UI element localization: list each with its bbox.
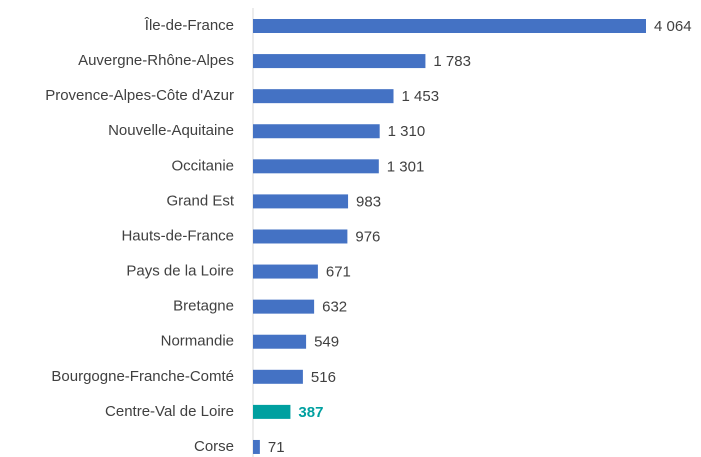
value-label: 632 <box>322 299 347 316</box>
category-label: Centre-Val de Loire <box>105 403 234 420</box>
value-label: 671 <box>326 264 351 281</box>
bar <box>253 194 349 209</box>
category-label: Provence-Alpes-Côte d'Azur <box>45 87 234 104</box>
value-label: 387 <box>298 404 323 421</box>
bar <box>253 439 260 454</box>
bar <box>253 264 318 279</box>
value-label: 1 453 <box>402 88 440 105</box>
value-label: 71 <box>268 439 285 456</box>
category-label: Auvergne-Rhône-Alpes <box>78 52 234 69</box>
category-label: Corse <box>194 438 234 455</box>
value-label: 516 <box>311 369 336 386</box>
value-label: 976 <box>355 228 380 245</box>
category-label: Grand Est <box>166 192 234 209</box>
category-label: Bretagne <box>173 298 234 315</box>
bar <box>253 299 315 314</box>
bar <box>253 54 426 69</box>
bar <box>253 89 394 104</box>
bar <box>253 334 307 349</box>
bar <box>253 404 291 419</box>
category-label: Nouvelle-Aquitaine <box>108 122 234 139</box>
bar <box>253 124 380 139</box>
category-label: Occitanie <box>171 157 234 174</box>
value-label: 1 301 <box>387 158 425 175</box>
category-label: Hauts-de-France <box>121 227 234 244</box>
value-label: 1 310 <box>388 123 426 140</box>
bar <box>253 19 646 33</box>
value-label: 4 064 <box>654 18 692 35</box>
bar <box>253 229 348 244</box>
value-label: 549 <box>314 334 339 351</box>
category-label: Île-de-France <box>144 17 234 34</box>
bar <box>253 159 379 174</box>
category-label: Bourgogne-Franche-Comté <box>51 368 234 385</box>
category-label: Pays de la Loire <box>126 263 234 280</box>
value-label: 1 783 <box>433 53 471 70</box>
category-label: Normandie <box>161 333 234 350</box>
bar <box>253 369 303 384</box>
value-label: 983 <box>356 193 381 210</box>
